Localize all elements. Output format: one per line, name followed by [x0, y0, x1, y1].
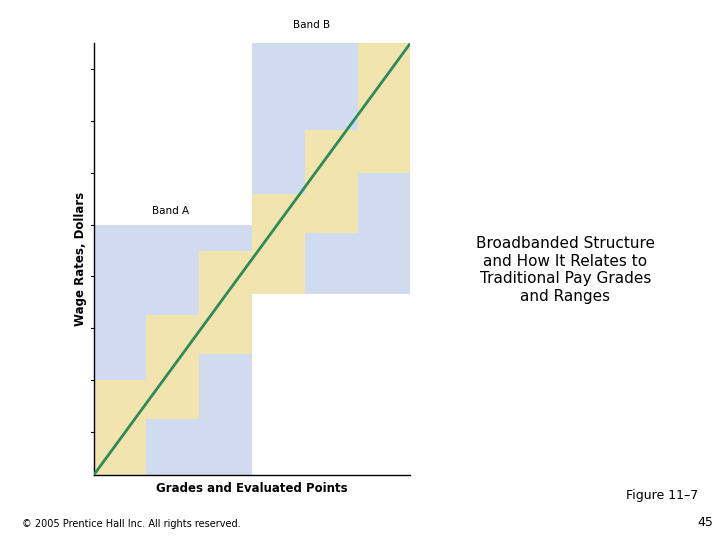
- Bar: [199, 251, 252, 354]
- Bar: [146, 315, 199, 419]
- X-axis label: Grades and Evaluated Points: Grades and Evaluated Points: [156, 482, 348, 495]
- Bar: [252, 43, 410, 294]
- Text: Figure 11–7: Figure 11–7: [626, 489, 698, 502]
- Text: Band B: Band B: [293, 20, 330, 30]
- Y-axis label: Wage Rates, Dollars: Wage Rates, Dollars: [73, 192, 86, 326]
- Text: Band A: Band A: [153, 206, 189, 216]
- Bar: [305, 130, 358, 233]
- Bar: [94, 225, 252, 475]
- Text: © 2005 Prentice Hall Inc. All rights reserved.: © 2005 Prentice Hall Inc. All rights res…: [22, 519, 240, 529]
- Bar: [94, 380, 146, 475]
- Bar: [252, 194, 305, 294]
- Text: 45: 45: [697, 516, 713, 529]
- Bar: [358, 43, 410, 173]
- Text: Broadbanded Structure
and How It Relates to
Traditional Pay Grades
and Ranges: Broadbanded Structure and How It Relates…: [476, 237, 654, 303]
